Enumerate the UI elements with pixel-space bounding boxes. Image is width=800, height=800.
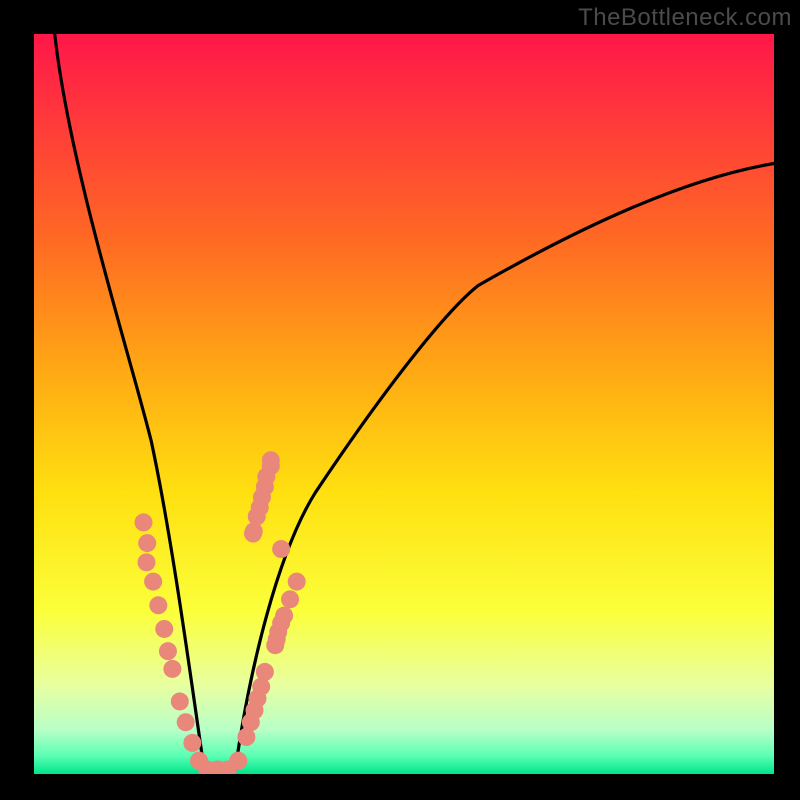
- data-marker: [137, 553, 155, 571]
- data-marker: [183, 734, 201, 752]
- data-marker: [138, 534, 156, 552]
- watermark-text: TheBottleneck.com: [578, 4, 792, 32]
- data-marker: [256, 663, 274, 681]
- data-marker: [159, 642, 177, 660]
- data-marker: [257, 468, 275, 486]
- data-marker: [272, 540, 290, 558]
- data-marker: [171, 692, 189, 710]
- data-marker: [229, 752, 247, 770]
- data-marker: [163, 660, 181, 678]
- data-marker: [155, 620, 173, 638]
- data-marker: [248, 690, 266, 708]
- plot-area: [34, 34, 774, 774]
- gradient-background: [34, 34, 774, 774]
- data-marker: [272, 614, 290, 632]
- data-marker: [242, 713, 260, 731]
- bottleneck-chart: TheBottleneck.com: [0, 0, 800, 800]
- data-marker: [268, 630, 286, 648]
- data-marker: [281, 590, 299, 608]
- data-marker: [248, 507, 266, 525]
- data-marker: [253, 488, 271, 506]
- data-marker: [288, 573, 306, 591]
- data-marker: [149, 596, 167, 614]
- data-marker: [262, 451, 280, 469]
- data-marker: [135, 513, 153, 531]
- data-marker: [144, 573, 162, 591]
- data-marker: [177, 713, 195, 731]
- data-marker: [244, 525, 262, 543]
